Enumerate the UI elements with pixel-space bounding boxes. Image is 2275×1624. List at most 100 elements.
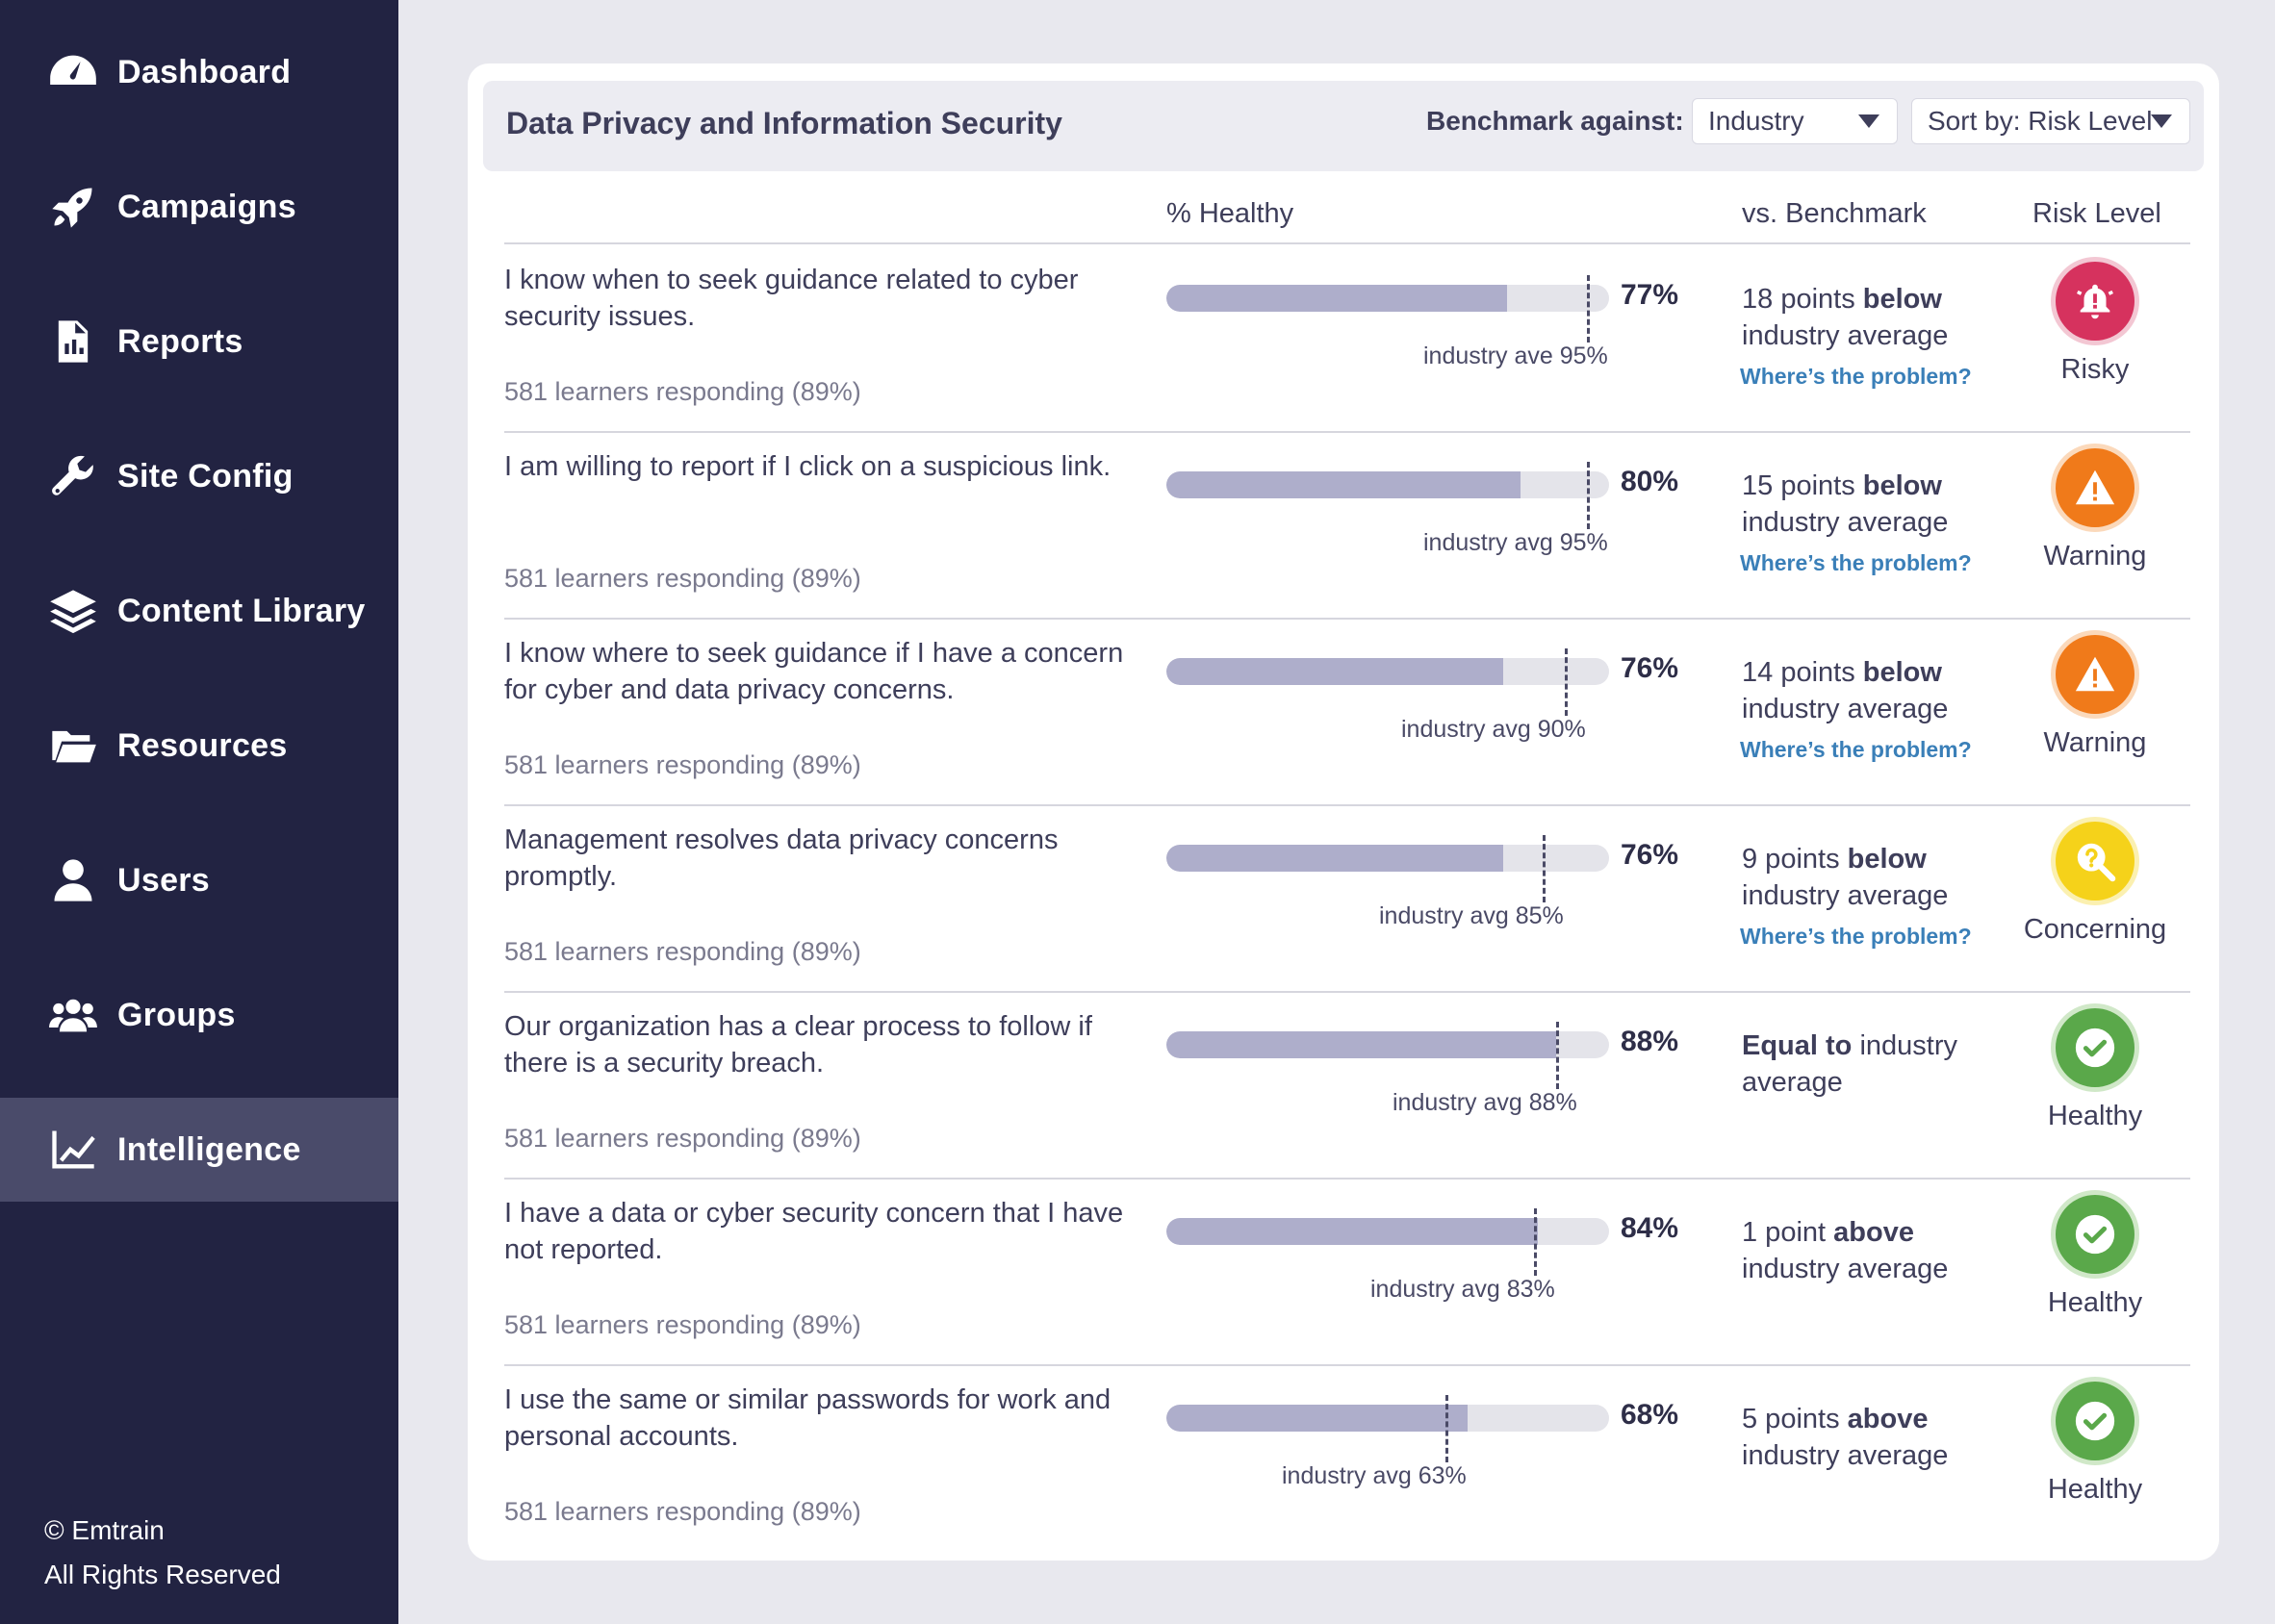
page-title: Data Privacy and Information Security	[506, 106, 1062, 140]
healthy-bar	[1166, 285, 1609, 312]
sidebar-item-label: Campaigns	[117, 188, 296, 225]
healthy-bar-fill	[1166, 285, 1507, 312]
healthy-bar-fill	[1166, 845, 1503, 872]
copyright-line: All Rights Reserved	[44, 1560, 281, 1589]
sort-select[interactable]: Sort by: Risk Level	[1911, 98, 2190, 144]
comparison-direction: below	[1862, 657, 1942, 688]
benchmark-value: industry avg 88%	[1393, 1089, 1577, 1116]
where-problem-link[interactable]: Where’s the problem?	[1740, 737, 1972, 762]
risk-level-label: Healthy	[2047, 1101, 2143, 1131]
check-circle-icon	[2056, 1008, 2134, 1087]
healthy-percent: 76%	[1621, 839, 1679, 871]
report-icon	[44, 313, 102, 370]
comparison-post: industry average	[1742, 1254, 1949, 1284]
chart-line-icon	[44, 1121, 102, 1179]
header-divider	[504, 242, 2190, 244]
benchmark-select[interactable]: Industry	[1692, 98, 1898, 144]
row-divider	[504, 1364, 2190, 1366]
benchmark-comparison: 5 points above industry average	[1742, 1401, 1982, 1474]
where-problem-link[interactable]: Where’s the problem?	[1740, 924, 1972, 949]
search-question-icon	[2056, 822, 2134, 901]
sidebar-item-site-config[interactable]: Site Config	[0, 424, 398, 528]
healthy-bar	[1166, 1218, 1609, 1245]
healthy-bar	[1166, 1405, 1609, 1432]
healthy-bar	[1166, 845, 1609, 872]
question-text: I know when to seek guidance related to …	[504, 265, 1079, 332]
benchmark-comparison: 15 points below industry average	[1742, 468, 1982, 541]
card-header: Data Privacy and Information Security Be…	[483, 81, 2204, 171]
where-problem-link[interactable]: Where’s the problem?	[1740, 550, 1972, 575]
wrench-icon	[44, 447, 102, 505]
check-circle-icon	[2056, 1382, 2134, 1460]
benchmark-value: industry avg 90%	[1401, 716, 1586, 743]
comparison-post: industry average	[1742, 1440, 1949, 1471]
responding-count: 581 learners responding (89%)	[504, 377, 861, 406]
folder-icon	[44, 717, 102, 774]
benchmark-value: industry avg 63%	[1282, 1462, 1467, 1489]
comparison-direction: below	[1862, 470, 1942, 501]
risk-level-label: Healthy	[2047, 1287, 2143, 1318]
comparison-post: industry average	[1742, 1030, 1957, 1098]
group-icon	[44, 986, 102, 1044]
warning-triangle-icon	[2056, 635, 2134, 714]
benchmark-comparison: 1 point above industry average	[1742, 1214, 1982, 1287]
responding-count: 581 learners responding (89%)	[504, 564, 861, 593]
sidebar-item-groups[interactable]: Groups	[0, 963, 398, 1067]
sidebar-item-label: Users	[117, 861, 211, 899]
sidebar-item-campaigns[interactable]: Campaigns	[0, 155, 398, 259]
healthy-bar	[1166, 658, 1609, 685]
sidebar-item-reports[interactable]: Reports	[0, 290, 398, 393]
question-text: I have a data or cyber security concern …	[504, 1198, 1124, 1265]
sidebar-item-dashboard[interactable]: Dashboard	[0, 20, 398, 124]
sidebar-item-users[interactable]: Users	[0, 828, 398, 932]
comparison-direction: above	[1847, 1404, 1929, 1434]
comparison-post: industry average	[1742, 694, 1949, 724]
sidebar-item-intelligence[interactable]: Intelligence	[0, 1098, 398, 1202]
table-row: I use the same or similar passwords for …	[468, 1366, 2219, 1553]
bell-alert-icon	[2056, 262, 2134, 341]
benchmark-comparison: 14 points below industry average	[1742, 654, 1982, 727]
where-problem-link[interactable]: Where’s the problem?	[1740, 364, 1972, 389]
comparison-direction: below	[1847, 844, 1927, 875]
sidebar-item-label: Dashboard	[117, 53, 292, 90]
comparison-direction: below	[1862, 284, 1942, 315]
healthy-percent: 68%	[1621, 1399, 1679, 1431]
sidebar-item-content-library[interactable]: Content Library	[0, 559, 398, 663]
benchmark-marker	[1587, 462, 1590, 529]
table-row: I know when to seek guidance related to …	[468, 246, 2219, 433]
risk-level-label: Healthy	[2047, 1474, 2143, 1505]
healthy-bar-fill	[1166, 658, 1503, 685]
sidebar-item-label: Content Library	[117, 592, 366, 629]
benchmark-value: industry avg 83%	[1370, 1276, 1555, 1303]
healthy-percent: 80%	[1621, 466, 1679, 497]
sort-select-value: Sort by: Risk Level	[1928, 106, 2153, 136]
comparison-pre: 18 points	[1742, 284, 1863, 315]
column-header-risk: Risk Level	[2032, 198, 2161, 229]
responding-count: 581 learners responding (89%)	[504, 937, 861, 966]
healthy-bar-fill	[1166, 1031, 1556, 1058]
chevron-down-icon	[2151, 114, 2172, 128]
sidebar-item-label: Resources	[117, 726, 288, 764]
comparison-pre: 1 point	[1742, 1217, 1834, 1248]
benchmark-marker	[1534, 1208, 1537, 1276]
benchmark-marker	[1587, 275, 1590, 343]
healthy-bar-fill	[1166, 1218, 1538, 1245]
sidebar: Dashboard Campaigns Reports Site Config …	[0, 0, 398, 1624]
table-row: I have a data or cyber security concern …	[468, 1180, 2219, 1366]
benchmark-label: Benchmark against:	[1426, 106, 1684, 136]
question-text: I use the same or similar passwords for …	[504, 1384, 1112, 1452]
responding-count: 581 learners responding (89%)	[504, 750, 861, 779]
sidebar-item-label: Groups	[117, 996, 236, 1033]
benchmark-select-value: Industry	[1708, 106, 1804, 136]
healthy-bar	[1166, 1031, 1609, 1058]
benchmark-marker	[1445, 1395, 1448, 1462]
column-header-healthy: % Healthy	[1166, 198, 1294, 229]
user-icon	[44, 851, 102, 909]
row-divider	[504, 1178, 2190, 1180]
question-text: Management resolves data privacy concern…	[504, 825, 1059, 892]
warning-triangle-icon	[2056, 448, 2134, 527]
layers-icon	[44, 582, 102, 640]
sidebar-item-resources[interactable]: Resources	[0, 694, 398, 798]
gauge-icon	[44, 43, 102, 101]
benchmark-comparison: 18 points below industry average	[1742, 281, 1982, 354]
